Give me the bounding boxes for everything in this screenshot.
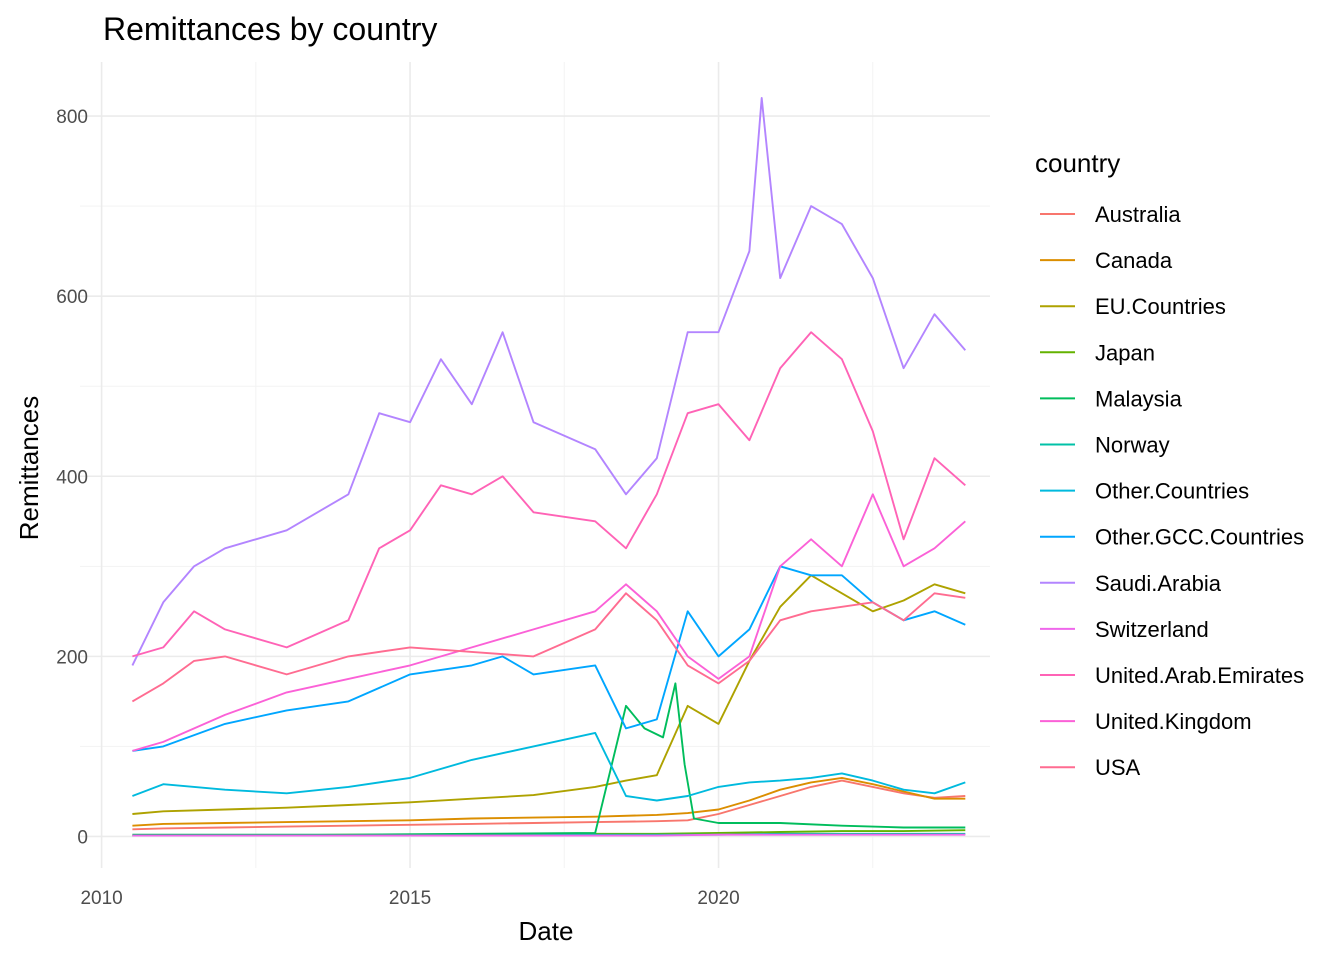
y-tick-label: 200 bbox=[56, 647, 88, 668]
series-layer bbox=[131, 97, 967, 837]
legend-item: Switzerland bbox=[1040, 617, 1209, 642]
x-axis-ticks: 2010 2015 2020 bbox=[80, 888, 739, 909]
legend-item: United.Arab.Emirates bbox=[1040, 663, 1304, 688]
series-line-malaysia bbox=[132, 682, 966, 836]
series-line-canada bbox=[132, 776, 966, 827]
x-axis-title: Date bbox=[519, 916, 574, 946]
legend-item: Other.GCC.Countries bbox=[1040, 525, 1304, 550]
legend-item: Other.Countries bbox=[1040, 479, 1249, 504]
series-line-other-countries bbox=[132, 731, 966, 802]
legend-item: Malaysia bbox=[1040, 386, 1183, 411]
legend-label: EU.Countries bbox=[1095, 294, 1226, 319]
legend-label: Japan bbox=[1095, 340, 1155, 365]
series-line-switzerland bbox=[132, 833, 966, 837]
legend-item: USA bbox=[1040, 755, 1141, 780]
series-line-other-gcc-countries bbox=[132, 565, 966, 752]
legend: country Australia Canada EU.Countries Japan… bbox=[1035, 148, 1304, 780]
legend-label: Canada bbox=[1095, 248, 1173, 273]
y-tick-label: 800 bbox=[56, 107, 88, 128]
legend-label: Australia bbox=[1095, 202, 1181, 227]
series-line-united-kingdom bbox=[132, 493, 966, 752]
x-tick-label: 2015 bbox=[389, 888, 431, 909]
legend-label: Other.GCC.Countries bbox=[1095, 525, 1304, 550]
legend-label: United.Arab.Emirates bbox=[1095, 663, 1304, 688]
y-tick-label: 0 bbox=[77, 827, 88, 848]
legend-item: Saudi.Arabia bbox=[1040, 571, 1222, 596]
legend-label: Switzerland bbox=[1095, 617, 1209, 642]
grid bbox=[80, 62, 990, 868]
legend-item: Canada bbox=[1040, 248, 1173, 273]
legend-label: Malaysia bbox=[1095, 386, 1183, 411]
legend-title: country bbox=[1035, 148, 1120, 178]
chart-title: Remittances by country bbox=[103, 11, 437, 47]
series-line-usa bbox=[131, 592, 966, 703]
legend-item: Australia bbox=[1040, 202, 1181, 227]
legend-label: Saudi.Arabia bbox=[1095, 571, 1222, 596]
series-line-united-arab-emirates bbox=[132, 331, 966, 658]
legend-item: Norway bbox=[1040, 433, 1170, 458]
series-line-saudi-arabia bbox=[131, 97, 967, 666]
series-line-eu-countries bbox=[132, 574, 966, 815]
y-axis-title: Remittances bbox=[14, 396, 44, 541]
legend-item: EU.Countries bbox=[1040, 294, 1226, 319]
y-tick-label: 400 bbox=[56, 467, 88, 488]
x-tick-label: 2020 bbox=[697, 888, 739, 909]
legend-item: Japan bbox=[1040, 340, 1155, 365]
legend-label: Other.Countries bbox=[1095, 479, 1249, 504]
legend-label: United.Kingdom bbox=[1095, 709, 1252, 734]
x-tick-label: 2010 bbox=[80, 888, 122, 909]
series-line-australia bbox=[132, 779, 966, 831]
legend-label: Norway bbox=[1095, 433, 1170, 458]
legend-item: United.Kingdom bbox=[1040, 709, 1252, 734]
y-axis-ticks: 0 200 400 600 800 bbox=[56, 107, 88, 848]
legend-label: USA bbox=[1095, 755, 1141, 780]
y-tick-label: 600 bbox=[56, 287, 88, 308]
